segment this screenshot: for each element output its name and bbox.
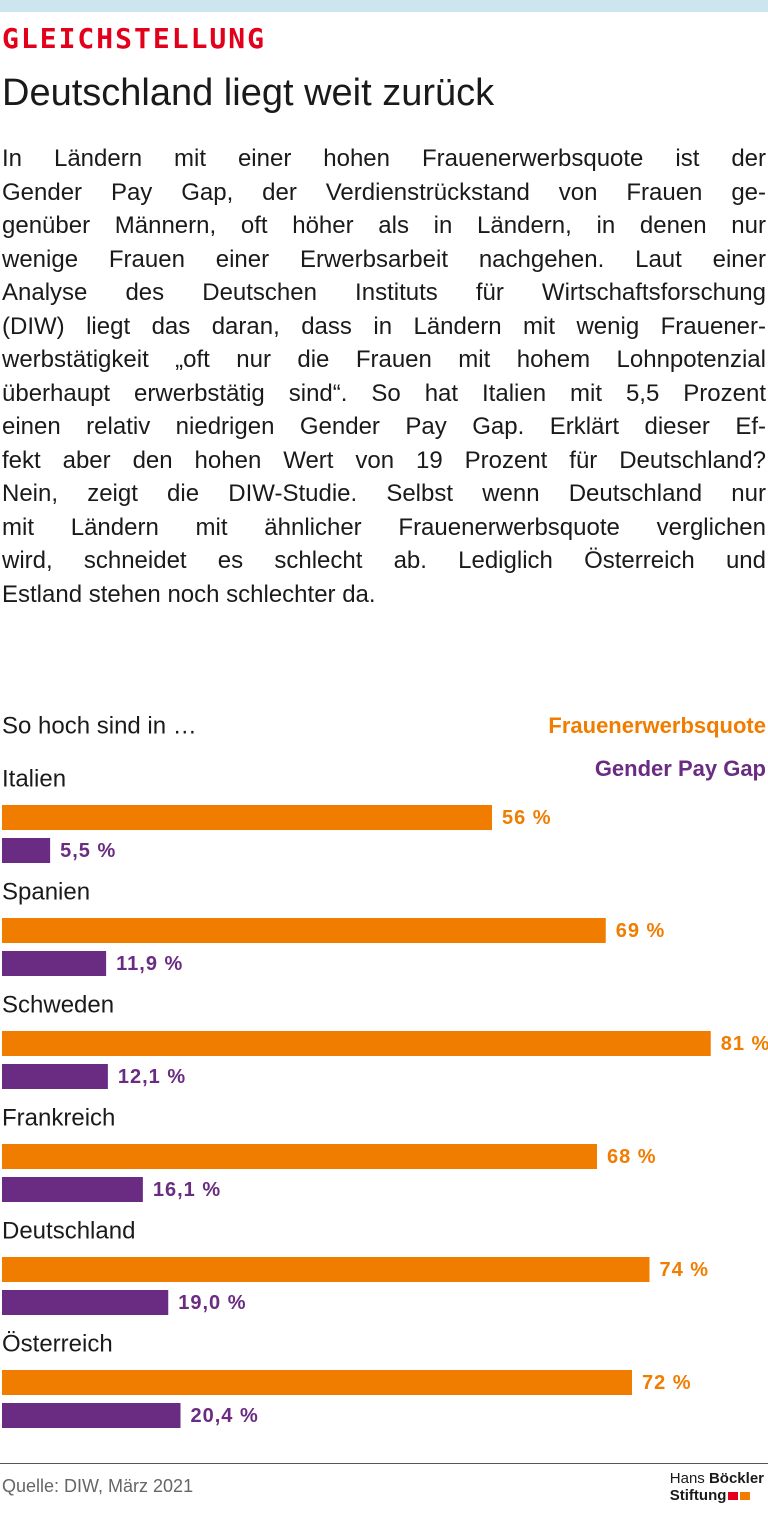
legend-entry: Gender Pay Gap	[595, 756, 766, 781]
source: Quelle: DIW, März 2021	[2, 1476, 194, 1496]
bar	[2, 1370, 632, 1395]
rule	[0, 1463, 768, 1464]
paragraph-line: überhaupt erwerbstätig sind“. So hat Ita…	[2, 379, 766, 407]
title: Deutschland liegt weit zurück	[2, 72, 495, 114]
paragraph-line: Nein, zeigt die DIW-Studie. Selbst wenn …	[2, 480, 766, 507]
bar	[2, 918, 606, 943]
paragraph-line: genüber Männern, oft höher als in Länder…	[2, 212, 766, 239]
value-label: 69 %	[616, 920, 666, 942]
bar	[2, 838, 51, 863]
value-label: 11,9 %	[116, 953, 183, 975]
value-label: 16,1 %	[153, 1179, 221, 1201]
bar	[2, 1177, 143, 1202]
value-label: 12,1 %	[118, 1066, 186, 1088]
logo-text: Stiftung	[669, 1487, 727, 1504]
chart-subtitle: So hoch sind in …	[2, 712, 197, 739]
logo-text: Böckler	[708, 1470, 764, 1487]
chart: So hoch sind in … Frauenerwerbsquote Gend…	[2, 712, 768, 1428]
value-label: 74 %	[660, 1259, 710, 1281]
category-label: Österreich	[2, 1330, 113, 1357]
value-label: 68 %	[607, 1146, 657, 1168]
bar	[2, 1064, 108, 1089]
bar	[2, 1144, 597, 1169]
paragraph-line: (DIW) liegt das daran, dass in Ländern m…	[2, 312, 766, 340]
value-label: 19,0 %	[178, 1292, 246, 1314]
category-label: Deutschland	[2, 1217, 135, 1244]
paragraph: In Ländern mit einer hohen Frauenerwerbs…	[2, 142, 766, 611]
paragraph-line: Estland stehen noch schlechter da.	[2, 580, 376, 608]
paragraph-line: wenige Frauen einer Erwerbsarbeit nachge…	[2, 245, 766, 273]
paragraph-line: Gender Pay Gap, der Verdienstrückstand v…	[2, 178, 766, 206]
paragraph-line: fekt aber den hohen Wert von 19 Prozent …	[2, 446, 766, 474]
logo-text: Hans	[669, 1470, 705, 1487]
top-bar	[0, 0, 768, 12]
value-label: 56 %	[502, 807, 552, 829]
bar	[2, 1403, 181, 1428]
category-label: Spanien	[2, 878, 90, 905]
bar	[2, 1031, 711, 1056]
value-label: 72 %	[642, 1372, 692, 1394]
value-label: 5,5 %	[60, 840, 116, 862]
paragraph-line: wird, schneidet es schlecht ab. Lediglic…	[2, 547, 766, 574]
logo: Hans Böckler Stiftung	[670, 1470, 764, 1504]
legend-entry: Frauenerwerbsquote	[548, 713, 766, 738]
paragraph-line: werbstätigkeit „oft nur die Frauen mit h…	[2, 346, 766, 373]
bar	[2, 951, 107, 976]
bar	[2, 1290, 169, 1315]
paragraph-line: In Ländern mit einer hohen Frauenerwerbs…	[2, 145, 766, 172]
bar	[2, 805, 492, 830]
paragraph-line: einen relativ niedrigen Gender Pay Gap. …	[2, 413, 766, 440]
category-label: Schweden	[2, 991, 114, 1018]
value-label: 20,4 %	[191, 1405, 259, 1427]
bar	[2, 1257, 650, 1282]
kicker: GLEICHSTELLUNG	[2, 22, 267, 55]
paragraph-line: Analyse des Deutschen Instituts für Wirt…	[2, 279, 766, 306]
category-label: Italien	[2, 765, 66, 792]
value-label: 81 %	[721, 1033, 768, 1055]
category-label: Frankreich	[2, 1104, 115, 1131]
paragraph-line: mit Ländern mit ähnlicher Frauenerwerbsq…	[2, 513, 766, 541]
